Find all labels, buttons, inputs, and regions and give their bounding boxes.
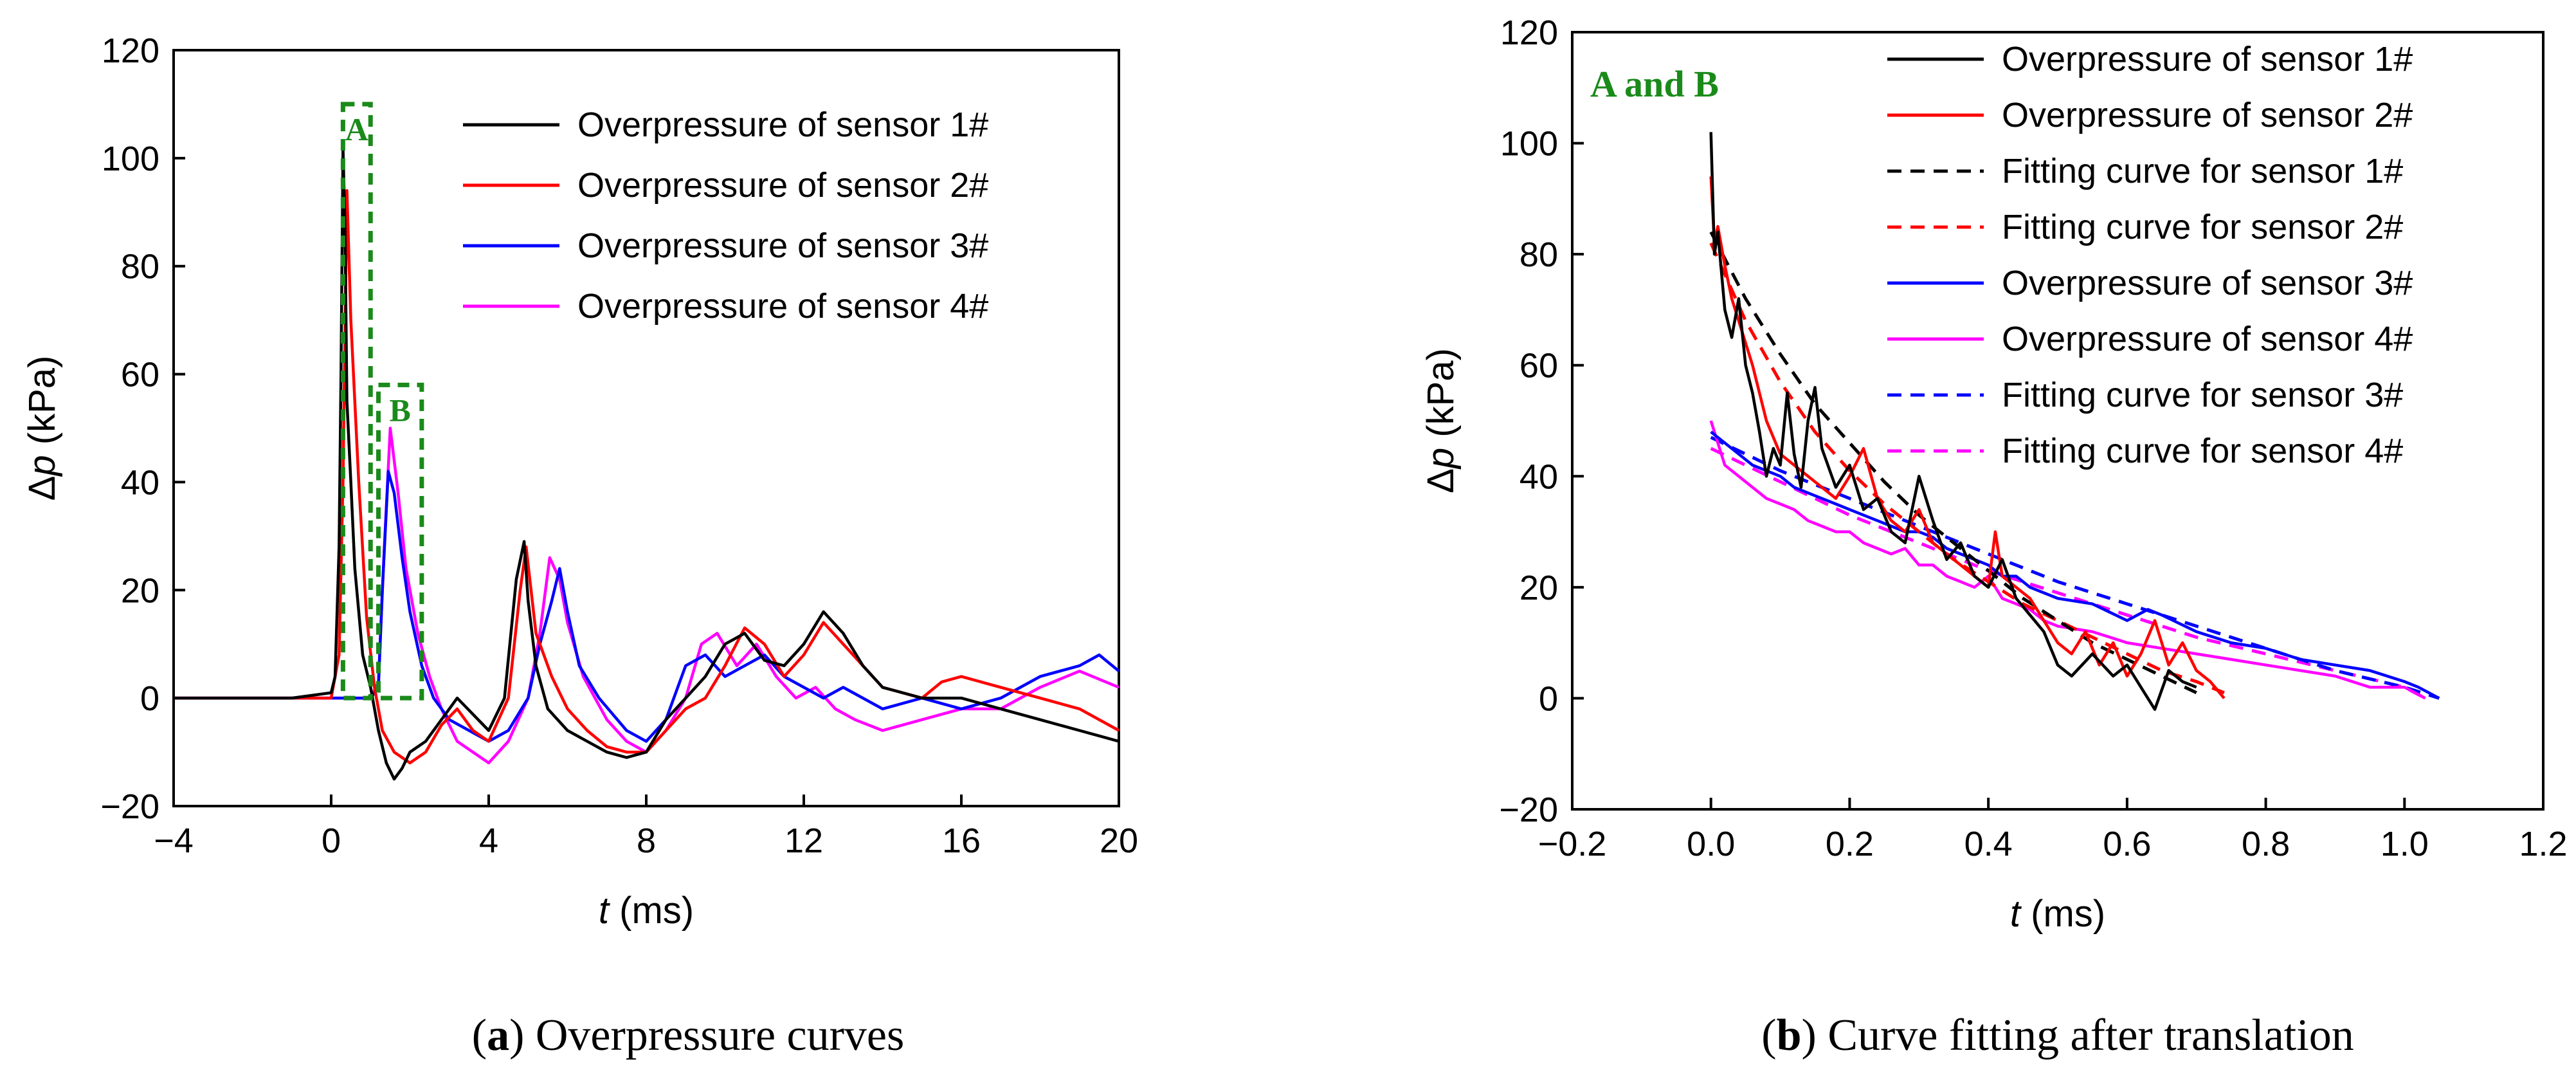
y-tick-label-a: 20: [121, 571, 159, 610]
legend-a: Overpressure of sensor 1# Overpressure of…: [463, 106, 988, 326]
y-axis-prefix-a: Δ: [21, 476, 63, 501]
annotation-box-a: [340, 102, 373, 701]
caption-b-text: Curve fitting after translation: [1828, 1011, 2354, 1060]
y-tick-label-b: −20: [1499, 791, 1558, 829]
legend-label-b-overpressure-of-sensor-1: Overpressure of sensor 1#: [2002, 40, 2413, 78]
y-tick-label-b: 40: [1519, 457, 1558, 496]
y-axis-label-a: Δp (kPa): [21, 356, 63, 501]
legend-label-b-fitting-curve-for-sensor-1: Fitting curve for sensor 1#: [2002, 152, 2403, 190]
chart-panel-b: −0.2 0.0 0.2 0.4 0.6 0.8 1.0 1.2 −20 0 20 40 60 80 100…: [1420, 14, 2568, 935]
x-tick-label-a: 8: [637, 822, 656, 860]
x-axis-unit-b: (ms): [2020, 893, 2105, 935]
legend-label-b-overpressure-of-sensor-2: Overpressure of sensor 2#: [2002, 96, 2413, 134]
y-tick-label-a: −20: [100, 787, 159, 826]
series-group-b: [1709, 132, 2440, 711]
y-axis-variable-b: p: [1420, 448, 1462, 470]
x-tick-label-b: 1.0: [2381, 825, 2429, 863]
y-tick-label-b: 120: [1500, 14, 1558, 52]
annotation-label-b: B: [390, 392, 411, 428]
caption-b-letter: b: [1777, 1011, 1802, 1060]
legend-label-a-overpressure-of-sensor-1: Overpressure of sensor 1#: [577, 106, 988, 144]
legend-label-b-fitting-curve-for-sensor-4: Fitting curve for sensor 4#: [2002, 432, 2403, 470]
x-tick-label-b: 0.2: [1826, 825, 1874, 863]
annotation-label-a: A: [345, 111, 368, 147]
series-group-a: [174, 145, 1119, 781]
inset-label-b: A and B: [1590, 63, 1719, 105]
x-tick-label-b: 1.2: [2519, 825, 2567, 863]
y-axis-unit-a: (kPa): [21, 356, 63, 455]
legend-b: Overpressure of sensor 1# Overpressure of…: [1887, 40, 2413, 470]
x-tick-label-a: 20: [1100, 822, 1138, 860]
legend-label-b-fitting-curve-for-sensor-2: Fitting curve for sensor 2#: [2002, 208, 2403, 246]
x-tick-label-a: 16: [942, 822, 981, 860]
y-axis-unit-b: (kPa): [1420, 348, 1462, 448]
y-axis-variable-a: p: [21, 455, 63, 477]
caption-a: (a) Overpressure curves: [472, 1011, 905, 1060]
series-line-a-overpressure-of-sensor-1: [174, 145, 1119, 781]
x-tick-label-a: 12: [785, 822, 823, 860]
series-line-b-overpressure-of-sensor-4: [1709, 420, 2426, 700]
series-line-a-overpressure-of-sensor-4: [174, 427, 1119, 765]
legend-label-a-overpressure-of-sensor-4: Overpressure of sensor 4#: [577, 287, 988, 326]
y-tick-label-b: 0: [1539, 679, 1558, 718]
legend-label-b-overpressure-of-sensor-4: Overpressure of sensor 4#: [2002, 320, 2413, 358]
x-tick-label-b: 0.0: [1687, 825, 1735, 863]
series-line-b-fitting-curve-for-sensor-1: [1709, 231, 2197, 695]
chart-panel-a: −4 0 4 8 12 16 20 −20 0 20 40 60 80 100 120 t (ms) Δp (k…: [21, 32, 1138, 932]
y-tick-label-a: 80: [121, 248, 159, 286]
y-tick-label-b: 20: [1519, 569, 1558, 607]
x-tick-label-b: 0.4: [1964, 825, 2013, 863]
x-tick-label-b: 0.6: [2103, 825, 2151, 863]
x-tick-label-b: 0.8: [2242, 825, 2290, 863]
x-axis-variable-b: t: [2010, 893, 2022, 935]
y-tick-label-a: 0: [140, 679, 159, 718]
x-axis-unit-a: (ms): [609, 890, 694, 932]
y-tick-label-a: 40: [121, 463, 159, 502]
legend-label-b-fitting-curve-for-sensor-3: Fitting curve for sensor 3#: [2002, 376, 2403, 414]
x-axis-variable-a: t: [599, 890, 611, 932]
caption-b: (b) Curve fitting after translation: [1761, 1011, 2354, 1060]
caption-a-text: Overpressure curves: [536, 1011, 904, 1060]
y-tick-label-b: 60: [1519, 347, 1558, 385]
x-tick-label-a: −4: [154, 822, 194, 860]
legend-label-b-overpressure-of-sensor-3: Overpressure of sensor 3#: [2002, 264, 2413, 302]
y-axis-label-b: Δp (kPa): [1420, 348, 1462, 493]
y-axis-prefix-b: Δ: [1420, 468, 1462, 493]
x-tick-label-a: 4: [479, 822, 498, 860]
x-axis-label-a: t (ms): [599, 890, 694, 932]
y-tick-label-a: 100: [102, 140, 159, 178]
series-line-a-overpressure-of-sensor-3: [174, 470, 1119, 743]
x-tick-label-b: −0.2: [1538, 825, 1607, 863]
series-line-b-overpressure-of-sensor-2: [1709, 176, 2226, 699]
x-axis-label-b: t (ms): [2010, 893, 2105, 935]
legend-label-a-overpressure-of-sensor-2: Overpressure of sensor 2#: [577, 166, 988, 205]
y-tick-label-a: 120: [102, 32, 159, 70]
y-tick-label-a: 60: [121, 356, 159, 394]
caption-a-letter: a: [487, 1011, 509, 1060]
x-tick-label-a: 0: [322, 822, 341, 860]
y-tick-label-b: 80: [1519, 235, 1558, 274]
y-tick-label-b: 100: [1500, 125, 1558, 163]
legend-label-a-overpressure-of-sensor-3: Overpressure of sensor 3#: [577, 226, 988, 265]
plot-frame-b: [1571, 31, 2544, 811]
annotation-box-b: [376, 382, 424, 701]
series-line-b-overpressure-of-sensor-1: [1709, 132, 2197, 711]
